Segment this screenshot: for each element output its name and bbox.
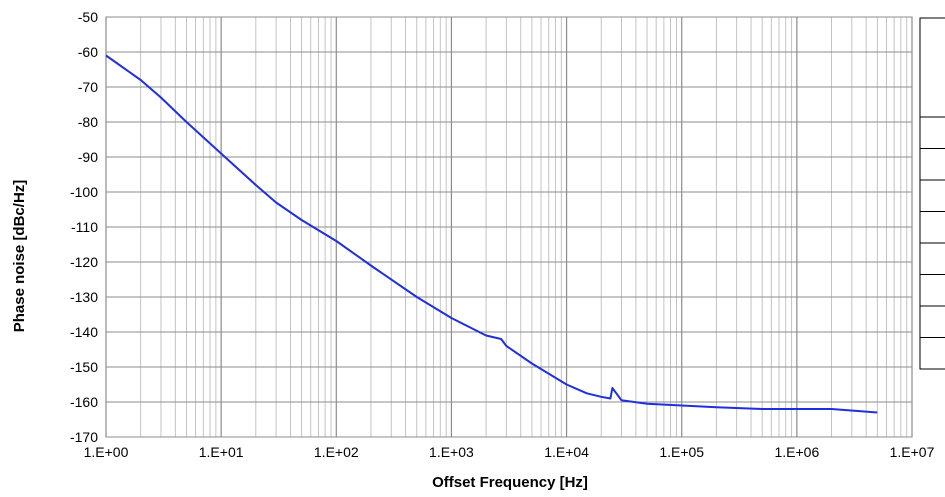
y-tick-label: -70 [78,79,98,95]
phase-noise-series-line [105,54,878,414]
x-tick-label: 1.E+01 [199,444,244,460]
y-tick-label: -110 [71,219,98,235]
y-tick-label: -160 [70,394,98,410]
x-tick-label: 1.E+00 [84,444,129,460]
x-tick-label: 1.E+03 [429,444,474,460]
x-tick-label: 1.E+02 [314,444,359,460]
x-tick-label: 1.E+06 [774,444,819,460]
x-tick-label: 1.E+04 [544,444,589,460]
legend-box [919,17,945,370]
x-tick-label: 1.E+07 [890,444,935,460]
x-axis-label: Offset Frequency [Hz] [432,474,588,491]
y-tick-label: -80 [78,114,98,130]
legend-frame [919,17,945,370]
y-tick-label: -100 [70,184,98,200]
y-tick-label: -170 [70,429,98,445]
y-tick-label: -90 [78,149,98,165]
y-tick-label: -130 [70,289,98,305]
y-tick-label: -60 [78,44,98,60]
series-lines [105,54,878,414]
grid-lines [105,16,913,438]
y-tick-label: -150 [70,359,98,375]
y-axis-label: Phase noise [dBc/Hz] [11,180,28,333]
y-tick-label: -120 [70,254,98,270]
y-tick-label: -140 [70,324,98,340]
x-tick-label: 1.E+05 [659,444,704,460]
y-tick-label: -50 [78,9,98,25]
tick-labels: 1.E+00 1.E+01 1.E+02 1.E+03 1.E+04 1.E+05 1.E+… [70,9,935,460]
